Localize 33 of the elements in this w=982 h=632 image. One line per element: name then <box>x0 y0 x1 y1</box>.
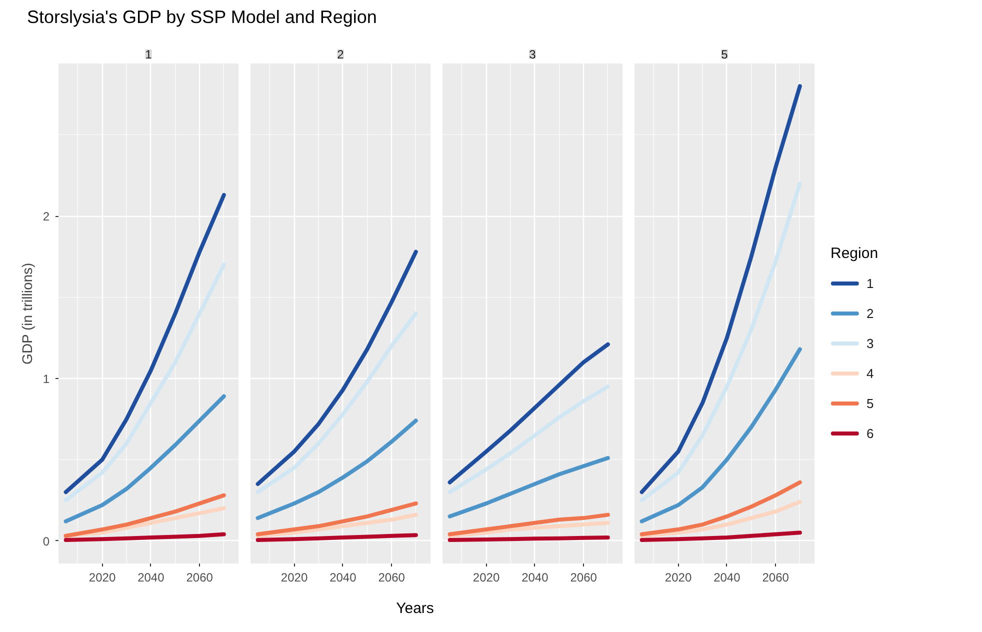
line-series <box>64 262 226 502</box>
legend-label: 3 <box>866 336 874 351</box>
chart-subtitle: 3 <box>529 48 536 62</box>
legend-label: 5 <box>866 396 874 411</box>
chart-subtitle: 1 <box>145 48 152 62</box>
x-tick-label: 2020 <box>472 570 500 584</box>
x-tick-label: 2040 <box>522 570 549 584</box>
y-tick-label: 2 <box>42 210 50 224</box>
x-tick-label: 2060 <box>762 570 790 584</box>
chart-subtitle: 5 <box>721 48 728 62</box>
x-tick-label: 2060 <box>378 570 406 584</box>
line-series <box>64 493 226 538</box>
line-series <box>64 192 226 494</box>
x-tick-label: 2040 <box>330 570 357 584</box>
x-tick-label: 2020 <box>88 570 116 584</box>
legend-title: Region <box>830 245 878 262</box>
y-axis-title: GDP (in trillions) <box>18 262 35 364</box>
x-tick-label: 2060 <box>186 570 214 584</box>
x-axis-title: Years <box>395 599 435 619</box>
legend-label: 1 <box>866 276 874 291</box>
y-tick-label: 0 <box>42 534 50 548</box>
x-tick-label: 2060 <box>570 570 598 584</box>
legend-label: 6 <box>866 426 874 441</box>
x-tick-label: 2040 <box>714 570 741 584</box>
y-tick-label: 1 <box>42 372 50 386</box>
legend-label: 4 <box>866 366 874 381</box>
x-tick-label: 2020 <box>280 570 308 584</box>
chart-subtitle: 2 <box>337 48 344 62</box>
line-series <box>64 394 226 524</box>
legend-label: 2 <box>866 306 874 321</box>
x-tick-label: 2020 <box>664 570 692 584</box>
x-tick-label: 2040 <box>138 570 165 584</box>
chart-title: Storslysia's GDP by SSP Model and Region <box>26 6 377 29</box>
